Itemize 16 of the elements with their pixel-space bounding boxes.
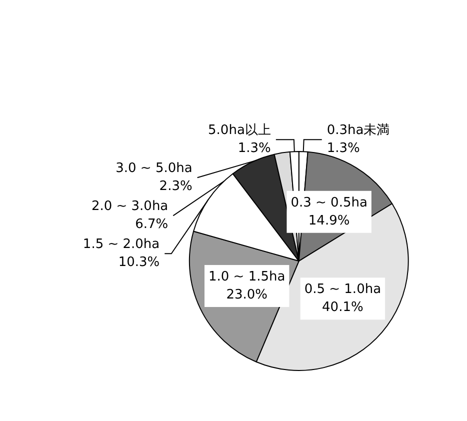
- slice-label: 5.0ha以上: [208, 123, 271, 138]
- data-label: 14.9%: [308, 213, 350, 228]
- slice-label: 3.0 ~ 5.0ha: [116, 161, 192, 176]
- slice-label: 1.5 ~ 2.0ha: [82, 237, 160, 252]
- slice-label: 0.3ha未満: [326, 123, 390, 138]
- data-label: 1.3%: [238, 141, 271, 156]
- slice-label: 0.5 ~ 1.0ha: [304, 282, 382, 298]
- data-label: 1.3%: [326, 141, 360, 156]
- data-label: 2.3%: [159, 179, 192, 194]
- data-label: 23.0%: [226, 288, 268, 303]
- data-label: 6.7%: [135, 217, 168, 232]
- data-label: 10.3%: [118, 255, 160, 270]
- slice-label: 0.3 ~ 0.5ha: [290, 195, 368, 210]
- slice-label: 1.0 ~ 1.5ha: [208, 270, 286, 285]
- data-label: 40.1%: [322, 300, 364, 316]
- slice-label: 2.0 ~ 3.0ha: [91, 199, 168, 214]
